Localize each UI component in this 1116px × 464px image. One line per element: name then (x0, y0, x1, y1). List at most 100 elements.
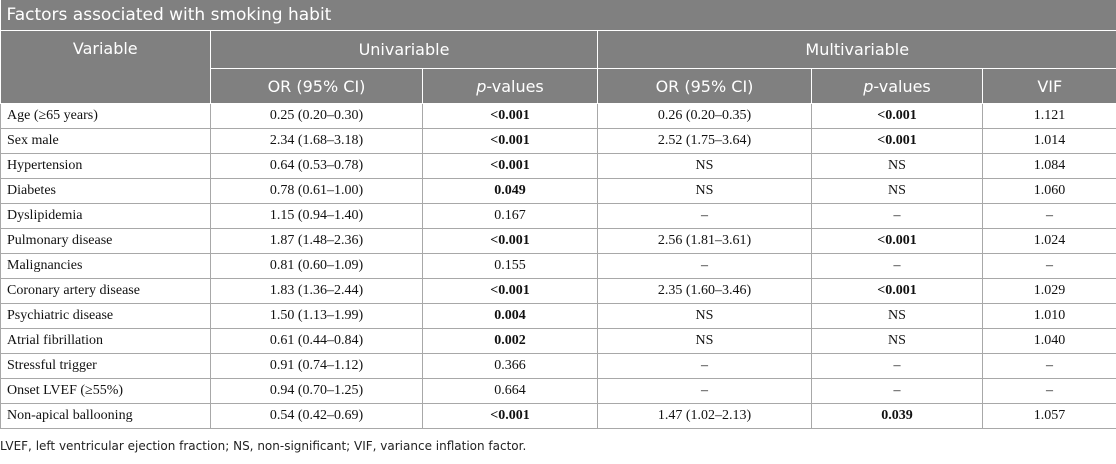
cell-multi-p: NS (811, 153, 983, 179)
cell-multi-or: – (597, 378, 812, 404)
cell-uni-or: 0.61 (0.44–0.84) (210, 328, 423, 354)
cell-multi-or: 2.35 (1.60–3.46) (597, 278, 812, 304)
cell-multi-or: NS (597, 303, 812, 329)
cell-multi-p: – (811, 253, 983, 279)
cell-uni-p: <0.001 (422, 103, 598, 129)
cell-multi-or: NS (597, 178, 812, 204)
cell-uni-p: 0.167 (422, 203, 598, 229)
cell-variable: Onset LVEF (≥55%) (0, 378, 211, 404)
cell-variable: Coronary artery disease (0, 278, 211, 304)
table-row: Diabetes 0.78 (0.61–1.00) 0.049 NS NS 1.060 (0, 178, 1116, 204)
header-uni-p-rest: -values (486, 76, 544, 96)
cell-uni-or: 2.34 (1.68–3.18) (210, 128, 423, 154)
cell-multi-or: 2.56 (1.81–3.61) (597, 228, 812, 254)
cell-uni-or: 1.83 (1.36–2.44) (210, 278, 423, 304)
cell-uni-or: 0.81 (0.60–1.09) (210, 253, 423, 279)
cell-uni-p: <0.001 (422, 128, 598, 154)
cell-multi-or: – (597, 253, 812, 279)
cell-variable: Stressful trigger (0, 353, 211, 379)
cell-multi-or: – (597, 353, 812, 379)
cell-multi-p: <0.001 (811, 103, 983, 129)
cell-uni-or: 0.64 (0.53–0.78) (210, 153, 423, 179)
table-row: Psychiatric disease 1.50 (1.13–1.99) 0.004… (0, 303, 1116, 329)
header-vif: VIF (982, 68, 1116, 104)
factors-table: Factors associated with smoking habit Va… (0, 0, 1116, 429)
table-title: Factors associated with smoking habit (0, 0, 1116, 31)
cell-variable: Dyslipidemia (0, 203, 211, 229)
cell-uni-or: 0.94 (0.70–1.25) (210, 378, 423, 404)
header-uni-p: p-values (422, 68, 598, 104)
cell-variable: Diabetes (0, 178, 211, 204)
table-body: Age (≥65 years) 0.25 (0.20–0.30) <0.001 0.2… (0, 103, 1116, 429)
cell-vif: – (982, 253, 1116, 279)
cell-vif: 1.014 (982, 128, 1116, 154)
cell-vif: 1.057 (982, 403, 1116, 429)
cell-vif: – (982, 378, 1116, 404)
header-uni-p-italic: p (476, 76, 487, 96)
header-multivariable: Multivariable (597, 30, 1116, 69)
cell-multi-p: <0.001 (811, 278, 983, 304)
cell-multi-or: 1.47 (1.02–2.13) (597, 403, 812, 429)
cell-uni-p: <0.001 (422, 153, 598, 179)
cell-variable: Atrial fibrillation (0, 328, 211, 354)
cell-uni-p: 0.366 (422, 353, 598, 379)
header-multi-p: p-values (811, 68, 983, 104)
cell-multi-or: 2.52 (1.75–3.64) (597, 128, 812, 154)
cell-uni-or: 0.25 (0.20–0.30) (210, 103, 423, 129)
cell-variable: Sex male (0, 128, 211, 154)
cell-uni-p: <0.001 (422, 403, 598, 429)
cell-vif: – (982, 203, 1116, 229)
header-univariable: Univariable (210, 30, 598, 69)
cell-multi-or: 0.26 (0.20–0.35) (597, 103, 812, 129)
cell-vif: 1.029 (982, 278, 1116, 304)
cell-uni-or: 1.87 (1.48–2.36) (210, 228, 423, 254)
cell-uni-p: 0.664 (422, 378, 598, 404)
cell-uni-p: <0.001 (422, 228, 598, 254)
cell-vif: 1.024 (982, 228, 1116, 254)
cell-uni-p: 0.004 (422, 303, 598, 329)
table-row: Dyslipidemia 1.15 (0.94–1.40) 0.167– – – (0, 203, 1116, 229)
cell-vif: – (982, 353, 1116, 379)
cell-variable: Non-apical ballooning (0, 403, 211, 429)
cell-multi-p: NS (811, 178, 983, 204)
cell-variable: Age (≥65 years) (0, 103, 211, 129)
header-multi-p-rest: -values (873, 76, 931, 96)
cell-uni-p: 0.155 (422, 253, 598, 279)
table-row: Stressful trigger 0.91 (0.74–1.12) 0.366– –… (0, 353, 1116, 379)
cell-uni-or: 1.50 (1.13–1.99) (210, 303, 423, 329)
cell-variable: Malignancies (0, 253, 211, 279)
cell-multi-p: NS (811, 303, 983, 329)
cell-multi-p: – (811, 378, 983, 404)
table-row: Sex male 2.34 (1.68–3.18) <0.001 2.52 (1.75… (0, 128, 1116, 154)
cell-vif: 1.121 (982, 103, 1116, 129)
cell-uni-p: 0.002 (422, 328, 598, 354)
cell-vif: 1.040 (982, 328, 1116, 354)
cell-vif: 1.084 (982, 153, 1116, 179)
cell-multi-or: NS (597, 153, 812, 179)
table-row: Pulmonary disease 1.87 (1.48–2.36) <0.001 2… (0, 228, 1116, 254)
cell-uni-or: 0.54 (0.42–0.69) (210, 403, 423, 429)
table-row: Hypertension 0.64 (0.53–0.78) <0.001 NS NS 1.… (0, 153, 1116, 179)
cell-vif: 1.060 (982, 178, 1116, 204)
cell-vif: 1.010 (982, 303, 1116, 329)
header-multi-p-italic: p (863, 76, 874, 96)
table-row: Onset LVEF (≥55%) 0.94 (0.70–1.25) 0.664– –… (0, 378, 1116, 404)
cell-multi-p: – (811, 353, 983, 379)
table-row: Atrial fibrillation 0.61 (0.44–0.84) 0.002… (0, 328, 1116, 354)
cell-uni-p: 0.049 (422, 178, 598, 204)
cell-uni-or: 0.78 (0.61–1.00) (210, 178, 423, 204)
cell-multi-p: NS (811, 328, 983, 354)
table-row: Age (≥65 years) 0.25 (0.20–0.30) <0.001 0.2… (0, 103, 1116, 129)
table-row: Coronary artery disease 1.83 (1.36–2.44) <… (0, 278, 1116, 304)
table-container: Factors associated with smoking habit Va… (0, 0, 1116, 453)
cell-variable: Psychiatric disease (0, 303, 211, 329)
cell-multi-p: <0.001 (811, 128, 983, 154)
table-footnote: LVEF, left ventricular ejection fraction… (0, 439, 527, 453)
cell-multi-p: 0.039 (811, 403, 983, 429)
cell-multi-p: – (811, 203, 983, 229)
cell-uni-p: <0.001 (422, 278, 598, 304)
header-uni-or: OR (95% CI) (210, 68, 423, 104)
cell-variable: Pulmonary disease (0, 228, 211, 254)
cell-multi-p: <0.001 (811, 228, 983, 254)
table-row: Non-apical ballooning 0.54 (0.42–0.69) <0.… (0, 403, 1116, 429)
